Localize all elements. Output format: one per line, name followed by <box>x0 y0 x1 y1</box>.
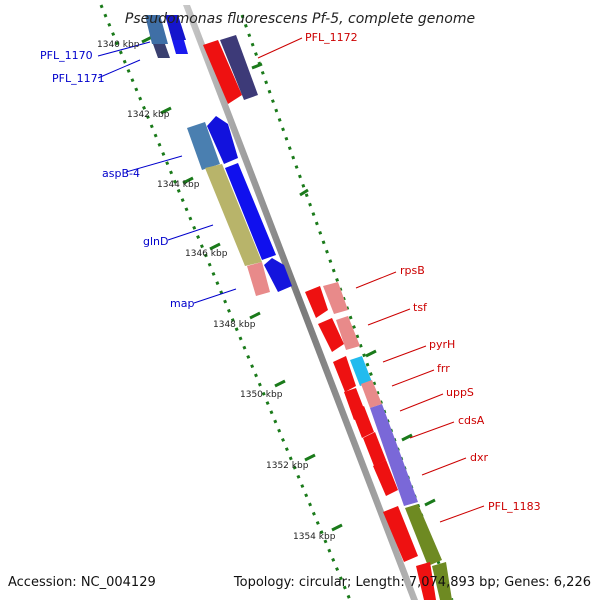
left-strand-genes[interactable] <box>145 15 292 296</box>
gene-label-cdsa[interactable]: cdsA <box>458 414 485 427</box>
gene-feature-tail-b <box>432 562 452 600</box>
gene-feature-pfl1183-a <box>383 506 418 562</box>
gene-feature-glnd-b <box>225 163 276 260</box>
tick-label: 1340 kbp <box>97 40 140 50</box>
gene-feature-tsf-a <box>318 318 344 352</box>
gene-feature-pyrh-b <box>350 356 372 386</box>
gene-feature-aspb4-b <box>207 116 238 164</box>
tick-label: 1346 kbp <box>185 249 228 259</box>
gene-label-upps[interactable]: uppS <box>446 386 474 399</box>
gene-label-pfl1183[interactable]: PFL_1183 <box>488 500 541 513</box>
gene-feature-pfl1172-b <box>220 35 258 100</box>
tick-ring-marks <box>141 35 436 532</box>
gene-label-glnd[interactable]: glnD <box>143 235 168 248</box>
gene-feature-pfl1170-a <box>145 15 168 44</box>
gene-label-frr[interactable]: frr <box>437 362 450 375</box>
gene-feature-pfl1171-b <box>172 40 188 54</box>
gene-feature-cdsa-b <box>370 404 418 506</box>
gene-label-tsf[interactable]: tsf <box>413 301 428 314</box>
gene-feature-glnd-a <box>205 164 262 266</box>
gene-label-pyrh[interactable]: pyrH <box>429 338 455 351</box>
gene-feature-aspb4-a <box>187 122 220 170</box>
genome-summary-text: Topology: circular; Length: 7,074,893 bp… <box>233 575 591 590</box>
gene-feature-rpsb-b <box>323 282 348 314</box>
gene-label-pfl1170[interactable]: PFL_1170 <box>40 49 93 62</box>
gene-feature-pyrh-a <box>333 356 356 392</box>
tick-label: 1348 kbp <box>213 320 256 330</box>
gene-feature-rpsb-a <box>305 286 328 318</box>
gene-label-pfl1171[interactable]: PFL_1171 <box>52 72 105 85</box>
leader-lines <box>97 37 485 523</box>
genome-backbone <box>183 5 418 600</box>
right-strand-genes[interactable] <box>203 35 452 600</box>
gene-label-dxr[interactable]: dxr <box>470 451 488 464</box>
gene-feature-tsf-b <box>336 316 360 350</box>
gene-label-pfl1172[interactable]: PFL_1172 <box>305 31 358 44</box>
gene-label-map[interactable]: map <box>170 297 194 310</box>
gene-feature-map-b <box>264 258 292 292</box>
gene-feature-pfl1171-a <box>153 44 170 58</box>
gene-label-rpsb[interactable]: rpsB <box>400 264 425 277</box>
tick-label: 1354 kbp <box>293 532 336 542</box>
tick-label: 1342 kbp <box>127 110 170 120</box>
gene-label-aspb4[interactable]: aspB-4 <box>102 167 140 180</box>
gene-feature-dxr-a <box>373 460 398 496</box>
gene-feature-map-a <box>247 262 270 296</box>
right-gene-labels[interactable]: PFL_1172 rpsB tsf pyrH frr uppS cdsA dxr… <box>305 31 541 513</box>
tick-ring-outer <box>99 4 352 600</box>
left-gene-labels[interactable]: PFL_1170 PFL_1171 aspB-4 glnD map <box>40 49 194 310</box>
gene-feature-pfl1170-b <box>165 15 186 40</box>
accession-text: Accession: NC_004129 <box>8 575 156 590</box>
gene-feature-upps-a <box>352 406 374 438</box>
map-title: Pseudomonas fluorescens Pf-5, complete g… <box>125 11 475 27</box>
tick-label: 1350 kbp <box>240 390 283 400</box>
kbp-tick-labels: 1340 kbp 1342 kbp 1344 kbp 1346 kbp 1348… <box>97 40 336 542</box>
gene-feature-tail-a <box>416 562 436 600</box>
gene-feature-cdsa-a <box>363 432 386 466</box>
gene-feature-pfl1172-a <box>203 40 242 104</box>
tick-label: 1344 kbp <box>157 180 200 190</box>
gene-feature-frr-b <box>361 380 382 408</box>
tick-label: 1352 kbp <box>266 461 309 471</box>
gene-feature-pfl1183-b <box>405 504 442 566</box>
